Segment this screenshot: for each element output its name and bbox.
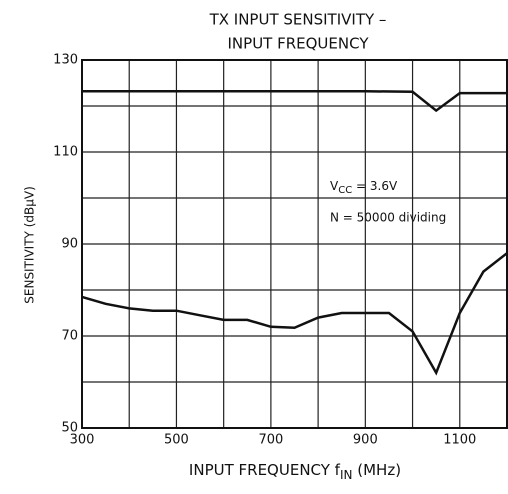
x-label-part: INPUT FREQUENCY f [189,461,341,479]
line [81,252,508,376]
plot-frame [81,59,508,429]
x-tick-label: 1100 [443,433,476,448]
y-tick-label: 50 [61,421,78,436]
x-tick-label: 500 [164,433,189,448]
x-tick-label: 700 [258,433,283,448]
y-axis-label: SENSITIVITY (dBμV) [23,186,37,303]
x-tick-label: 900 [353,433,378,448]
x-tick-label: 300 [70,433,95,448]
annotation-part: = 3.6V [352,179,398,193]
line [82,90,507,113]
annotation-part: V [330,179,339,193]
annotation: VCC = 3.6V [330,179,398,197]
y-tick-label: 70 [61,329,78,344]
x-axis-label: INPUT FREQUENCY fIN (MHz) [189,461,401,482]
chart-title: TX INPUT SENSITIVITY – [209,11,387,29]
y-tick-label: 130 [53,53,78,68]
y-tick-label: 110 [53,145,78,160]
x-label-sub: IN [340,468,353,482]
chart-title: INPUT FREQUENCY [228,35,370,53]
annotation-sub: CC [338,185,352,196]
annotation: N = 50000 dividing [330,211,446,225]
x-label-part: (MHz) [352,461,401,479]
y-tick-label: 90 [61,237,78,252]
